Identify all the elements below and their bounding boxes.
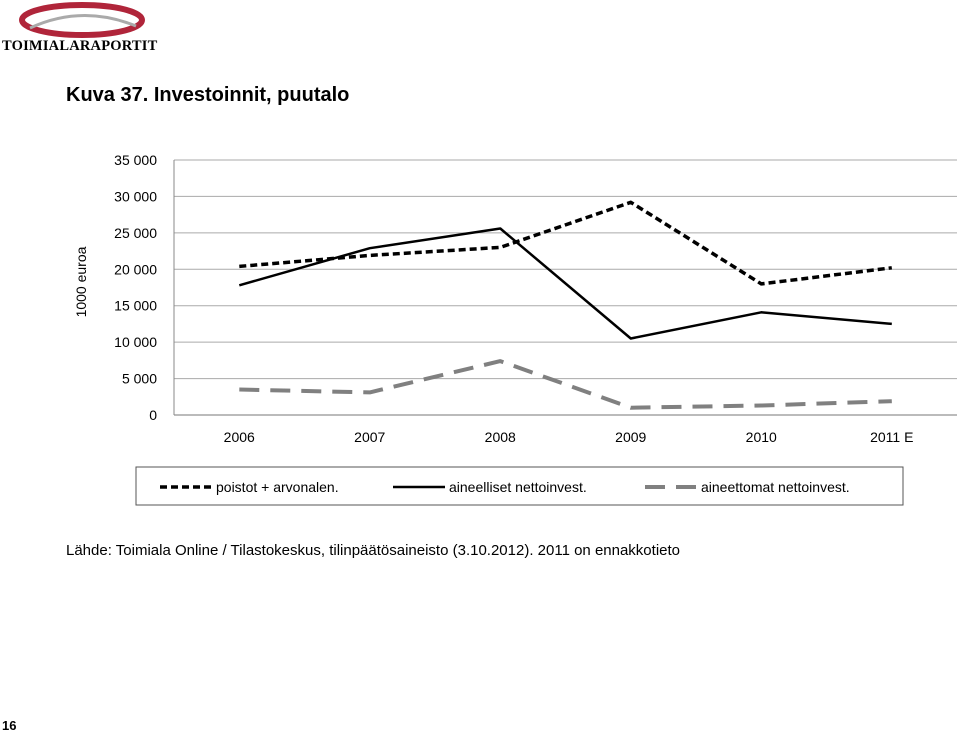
series-line-1	[239, 200, 893, 286]
x-tick-label: 2007	[354, 429, 385, 445]
chart: 0 5 000 10 000 15 000 20 000 25 000 30 000 35 0…	[73, 152, 957, 506]
legend-label-3: aineettomat nettoinvest.	[701, 479, 850, 495]
y-tick-label: 25 000	[114, 225, 157, 241]
legend: poistot + arvonalen. aineelliset nettoinv…	[135, 466, 904, 506]
logo-text: TOIMIALARAPORTIT	[2, 38, 158, 54]
x-tick-label: 2011 E	[870, 429, 913, 445]
grid-lines	[173, 159, 957, 416]
series-line-3	[239, 359, 892, 410]
y-tick-label: 5 000	[122, 371, 157, 387]
y-tick-label: 35 000	[114, 152, 157, 168]
legend-items: poistot + arvonalen. aineelliset nettoinv…	[160, 479, 850, 495]
source-note: Lähde: Toimiala Online / Tilastokeskus, …	[66, 542, 681, 559]
x-tick-labels: 2006 2007 2008 2009 2010 2011 E	[224, 429, 914, 445]
y-tick-label: 15 000	[114, 298, 157, 314]
y-axis-label: 1000 euroa	[73, 246, 89, 317]
chart-series	[238, 200, 893, 410]
x-tick-label: 2006	[224, 429, 255, 445]
logo: TOIMIALARAPORTIT	[0, 0, 170, 60]
x-tick-label: 2008	[485, 429, 516, 445]
series-line-2	[238, 227, 892, 340]
x-tick-label: 2010	[746, 429, 777, 445]
legend-box	[135, 466, 904, 506]
figure-title: Kuva 37. Investoinnit, puutalo	[66, 84, 350, 106]
y-tick-label: 10 000	[114, 334, 157, 350]
legend-label-1: poistot + arvonalen.	[216, 479, 339, 495]
page-number: 16	[2, 718, 17, 733]
y-tick-label: 0	[149, 407, 157, 423]
legend-label-2: aineelliset nettoinvest.	[449, 479, 587, 495]
y-tick-label: 30 000	[114, 188, 157, 204]
logo-swoosh-icon	[19, 2, 145, 38]
x-tick-label: 2009	[615, 429, 646, 445]
y-tick-label: 20 000	[114, 261, 157, 277]
y-tick-labels: 0 5 000 10 000 15 000 20 000 25 000 30 000 35 0…	[114, 152, 157, 423]
